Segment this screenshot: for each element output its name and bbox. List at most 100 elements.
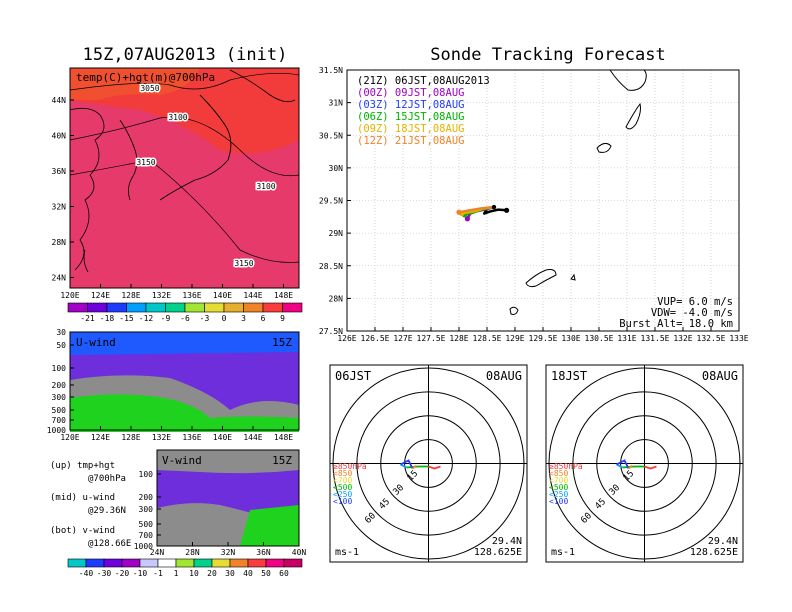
colorbar-label: 50 <box>261 569 271 578</box>
uwind-lon-axis: 120E 124E 128E 132E 136E 140E 144E 148E <box>60 426 293 442</box>
colorbar-label: -1 <box>153 569 163 578</box>
hodograph-unit: ms-1 <box>335 547 359 558</box>
vwind-label: V-wind <box>162 454 202 467</box>
colorbar-swatch <box>262 302 283 313</box>
ascent-speed: VUP= 6.0 m/s <box>657 296 733 308</box>
lat-tick-label: 32N <box>221 548 236 557</box>
contour-3150 <box>69 159 300 263</box>
lon-tick-label: 131.5E <box>641 334 670 343</box>
pressure-tick-label: 1000 <box>134 542 153 551</box>
descent-speed: VDW= -4.0 m/s <box>651 307 733 319</box>
colorbar-label: 9 <box>280 314 285 323</box>
island-coast <box>570 273 576 281</box>
contour-label: 3150 <box>234 259 253 268</box>
colorbar-label: 3 <box>241 314 246 323</box>
hodograph-trace <box>428 465 441 470</box>
hodograph-lon: 128.625E <box>474 547 522 558</box>
contour-3050 <box>69 72 300 91</box>
level-label: <700 <box>333 476 352 485</box>
pressure-tick-label: 100 <box>52 364 67 373</box>
hokkaido-coast <box>229 69 296 103</box>
colorbar-swatch <box>139 558 159 568</box>
note-line: (up) tmp+hgt <box>50 461 115 471</box>
colorbar-swatch <box>87 302 108 313</box>
colorbar-label: -6 <box>180 314 190 323</box>
panel-notes: (up) tmp+hgt @700hPa (mid) u-wind @29.36… <box>50 461 131 549</box>
lon-tick-label: 132E <box>152 291 171 300</box>
colorbar-swatch <box>193 558 213 568</box>
colorbar-swatch <box>243 302 264 313</box>
hodograph-trace <box>622 465 645 469</box>
china-coast <box>69 107 105 271</box>
colorbar-swatch <box>265 558 285 568</box>
lon-tick-label: 132.5E <box>697 334 726 343</box>
legend-entry: (21Z) 06JST,08AUG2013 <box>357 75 490 87</box>
colorbar-swatch <box>165 302 186 313</box>
tracking-grid <box>347 70 739 331</box>
pressure-tick-label: 1000 <box>47 426 66 435</box>
lat-tick-label: 36N <box>256 548 271 557</box>
lon-tick-label: 140E <box>213 291 232 300</box>
lon-tick-label: 129.5E <box>529 334 558 343</box>
colorbar-label: 10 <box>189 569 199 578</box>
colorbar-swatch <box>106 302 127 313</box>
lat-tick-label: 32N <box>52 203 67 212</box>
japan-coast <box>159 94 232 201</box>
landing-point <box>456 209 462 215</box>
lon-tick-label: 130.5E <box>585 334 614 343</box>
hodograph-trace <box>400 459 414 469</box>
burst-altitude: Burst Alt= 18.0 km <box>619 318 733 330</box>
lat-tick-label: 31N <box>329 99 344 108</box>
lat-tick-label: 28N <box>329 294 344 303</box>
lon-tick-label: 128E <box>449 334 468 343</box>
tracking-legend: (21Z) 06JST,08AUG2013(00Z) 09JST,08AUG(0… <box>357 75 490 147</box>
colorbar-swatch <box>103 558 123 568</box>
lat-tick-label: 30.5N <box>319 131 343 140</box>
colorbar-label: 60 <box>279 569 289 578</box>
colorbar-label: 0 <box>222 314 227 323</box>
uwind-label: U-wind <box>76 336 116 349</box>
lon-tick-label: 120E <box>60 291 79 300</box>
colorbar-swatch <box>282 302 303 313</box>
colorbar-swatch <box>223 302 244 313</box>
colorbar-swatch <box>229 558 249 568</box>
colorbar-label: 1 <box>174 569 179 578</box>
contour-label: 3150 <box>136 158 155 167</box>
lat-tick-label: 24N <box>52 274 67 283</box>
pressure-tick-label: 50 <box>56 341 66 350</box>
colorbar-swatch <box>126 302 147 313</box>
hodograph-trace <box>411 464 418 470</box>
level-label: <100 <box>549 497 568 506</box>
colorbar-swatch <box>247 558 267 568</box>
vwind-green <box>240 505 299 546</box>
lon-tick-label: 148E <box>274 433 293 442</box>
vwind-panel: V-wind 15Z 100 200 300 500 700 1000 24N 28N 32N… <box>134 449 307 557</box>
pressure-tick-label: 500 <box>139 520 154 529</box>
colorbar-label: -15 <box>119 314 134 323</box>
level-label: <100 <box>333 497 352 506</box>
map-title: 15Z,07AUG2013 (init) <box>83 45 288 65</box>
lon-tick-label: 140E <box>213 433 232 442</box>
lon-tick-label: 129E <box>505 334 524 343</box>
contour-3100 <box>69 116 300 177</box>
colorbar-label: 40 <box>243 569 253 578</box>
lon-tick-label: 128E <box>121 291 140 300</box>
hodograph-date: 08AUG <box>702 369 738 383</box>
lon-tick-label: 136E <box>182 291 201 300</box>
wind-colorbar: -40 -30 -20 -10 -1 1 10 20 30 40 50 60 <box>67 558 303 578</box>
sonde-tracks <box>456 204 510 222</box>
tracking-lat-axis: 27.5N 28N 28.5N 29N 29.5N 30N 30.5N 31N 31.5N <box>319 66 351 336</box>
contour-label: 3100 <box>168 113 187 122</box>
landing-point <box>464 216 470 222</box>
pressure-tick-label: 300 <box>139 505 154 514</box>
lat-tick-label: 44N <box>52 96 67 105</box>
lat-tick-label: 40N <box>292 548 307 557</box>
pressure-tick-label: 300 <box>52 393 67 402</box>
level-label: <700 <box>549 476 568 485</box>
hodograph-trace <box>616 459 630 469</box>
lon-tick-label: 144E <box>243 291 262 300</box>
colorbar-label: -12 <box>139 314 154 323</box>
hodograph-lat: 29.4N <box>492 536 522 547</box>
